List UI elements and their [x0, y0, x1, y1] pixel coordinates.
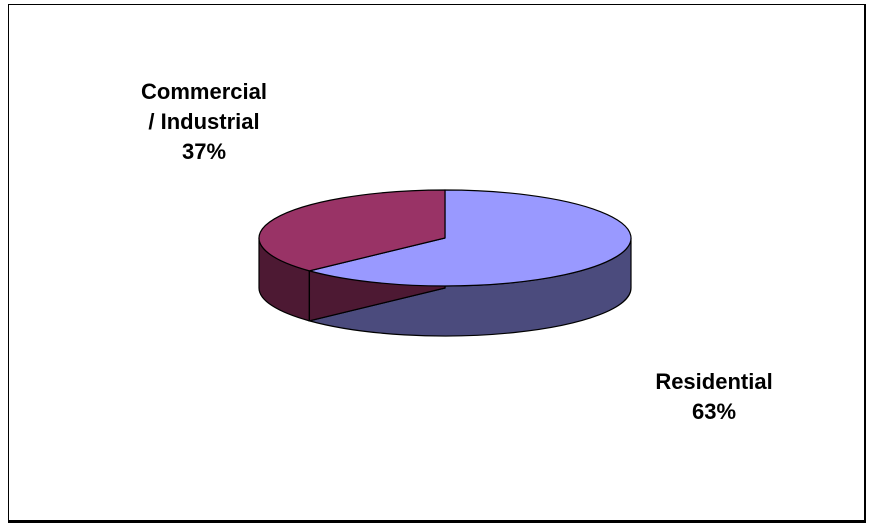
pie-chart: [258, 189, 632, 337]
slice-label-commercial-percent: 37%: [181, 139, 227, 164]
pie-slice-0: [308, 189, 632, 287]
slice-label-commercial-line1: Commercial: [141, 79, 267, 104]
pie-slice-1: [258, 189, 446, 272]
slice-label-residential-line1: Residential: [655, 369, 773, 394]
slice-label-commercial-line2: / Industrial: [148, 109, 260, 134]
chart-area: Commercial / Industrial 37% Residential …: [8, 4, 866, 523]
slice-label-residential: Residential 63%: [614, 367, 814, 427]
slice-label-residential-percent: 63%: [691, 399, 737, 424]
slice-label-commercial-industrial: Commercial / Industrial 37%: [109, 77, 299, 167]
